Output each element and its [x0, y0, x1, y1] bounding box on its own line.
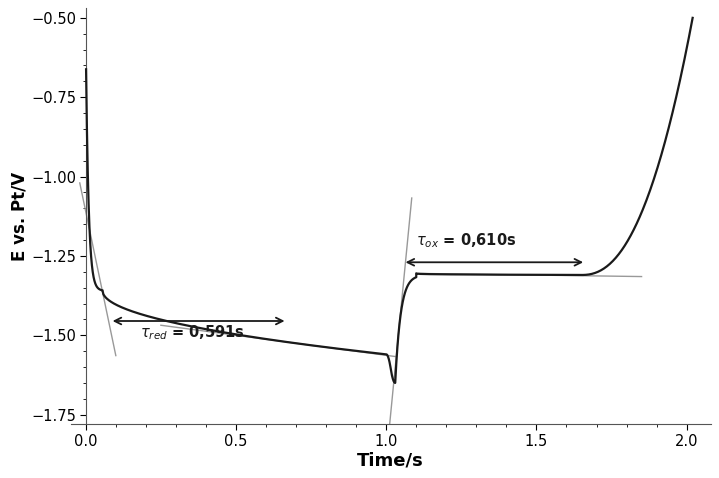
Y-axis label: E vs. Pt/V: E vs. Pt/V	[10, 172, 28, 261]
Text: $\tau_{red}$ = 0,591s: $\tau_{red}$ = 0,591s	[140, 323, 244, 342]
X-axis label: Time/s: Time/s	[357, 452, 424, 470]
Text: $\tau_{ox}$ = 0,610s: $\tau_{ox}$ = 0,610s	[416, 231, 516, 250]
